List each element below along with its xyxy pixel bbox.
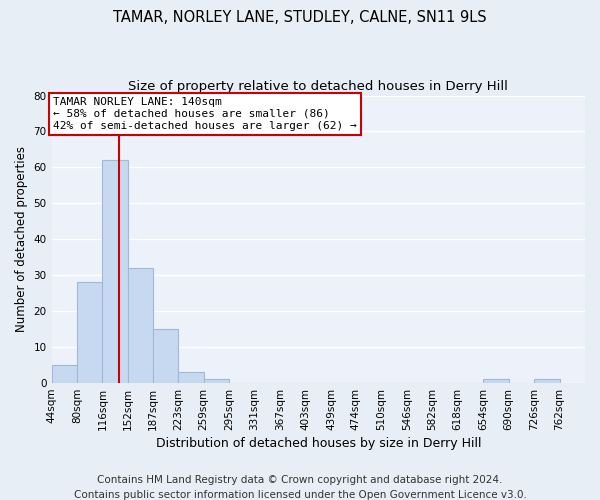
Bar [103,160,128,383]
Bar [178,372,203,383]
Bar [77,282,103,383]
Text: TAMAR, NORLEY LANE, STUDLEY, CALNE, SN11 9LS: TAMAR, NORLEY LANE, STUDLEY, CALNE, SN11… [113,10,487,25]
Title: Size of property relative to detached houses in Derry Hill: Size of property relative to detached ho… [128,80,508,93]
Bar [483,380,509,383]
Y-axis label: Number of detached properties: Number of detached properties [15,146,28,332]
X-axis label: Distribution of detached houses by size in Derry Hill: Distribution of detached houses by size … [155,437,481,450]
Text: Contains HM Land Registry data © Crown copyright and database right 2024.
Contai: Contains HM Land Registry data © Crown c… [74,474,526,500]
Bar [52,365,77,383]
Bar [534,380,560,383]
Text: TAMAR NORLEY LANE: 140sqm
← 58% of detached houses are smaller (86)
42% of semi-: TAMAR NORLEY LANE: 140sqm ← 58% of detac… [53,98,357,130]
Bar [203,380,229,383]
Bar [128,268,154,383]
Bar [153,329,178,383]
